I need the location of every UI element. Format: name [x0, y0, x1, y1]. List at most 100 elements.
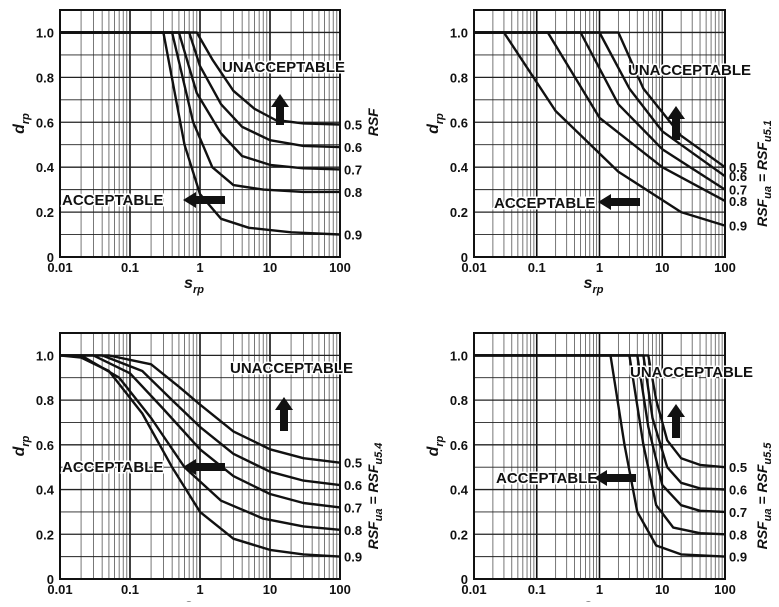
- y-tick-label: 1.0: [450, 348, 468, 363]
- x-tick-label: 1: [196, 260, 203, 275]
- arrow-head-left: [598, 194, 611, 210]
- series-label-0.7: 0.7: [729, 505, 747, 520]
- series-label-0.5: 0.5: [344, 456, 362, 471]
- x-tick-label: 1: [596, 582, 603, 597]
- x-tick-label: 100: [329, 582, 351, 597]
- series-line-0.9: [474, 31, 726, 227]
- rsf-axis-label: RSFua = RSFu5.5: [754, 442, 774, 550]
- unacceptable-label: UNACCEPTABLE: [222, 59, 345, 76]
- series-label-0.7: 0.7: [344, 500, 362, 515]
- acceptable-label: ACCEPTABLE: [62, 192, 163, 209]
- x-tick-label: 10: [655, 260, 669, 275]
- y-tick-label: 0.8: [450, 393, 468, 408]
- series-label-0.6: 0.6: [344, 140, 362, 155]
- y-axis-label: drp: [11, 113, 32, 134]
- x-axis-label: srp: [184, 597, 204, 602]
- y-tick-label: 0.4: [36, 483, 55, 498]
- x-tick-label: 10: [263, 260, 277, 275]
- x-tick-label: 100: [329, 260, 351, 275]
- acceptable-label: ACCEPTABLE: [496, 470, 597, 487]
- series-label-0.5: 0.5: [344, 118, 362, 133]
- arrow-head-left: [183, 459, 196, 475]
- y-tick-label: 0.6: [450, 115, 468, 130]
- y-tick-label: 0.2: [36, 527, 54, 542]
- arrow-head-up: [667, 106, 685, 119]
- arrow-head-left: [594, 470, 607, 486]
- series-label-0.8: 0.8: [344, 523, 362, 538]
- y-tick-label: 0.6: [450, 438, 468, 453]
- series-label-0.9: 0.9: [729, 550, 747, 565]
- x-axis-label: srp: [184, 275, 204, 296]
- series-line-0.7: [60, 354, 341, 509]
- rsf-axis-label: RSFua = RSFu5.1: [754, 120, 774, 227]
- series-line-0.5: [60, 354, 341, 464]
- unacceptable-label: UNACCEPTABLE: [628, 62, 751, 79]
- series-label-0.6: 0.6: [729, 483, 747, 498]
- x-tick-label: 0.1: [528, 260, 546, 275]
- x-tick-label: 0.1: [528, 582, 546, 597]
- arrow-head-left: [183, 192, 196, 208]
- series-label-0.7: 0.7: [729, 183, 747, 198]
- x-tick-label: 10: [263, 582, 277, 597]
- arrow-shaft-left: [195, 196, 225, 204]
- series-label-0.5: 0.5: [729, 460, 747, 475]
- x-tick-label: 10: [655, 582, 669, 597]
- acceptable-label: ACCEPTABLE: [62, 459, 163, 476]
- series-line-0.6: [60, 354, 341, 487]
- series-label-0.8: 0.8: [729, 194, 747, 209]
- x-tick-label: 1: [196, 582, 203, 597]
- plot-frame: [59, 332, 341, 580]
- y-tick-label: 0: [47, 572, 54, 587]
- rsf-axis-label: RSF: [365, 108, 381, 136]
- series-label-0.6: 0.6: [729, 169, 747, 184]
- y-tick-label: 1.0: [450, 25, 468, 40]
- chart-panel-2: 0 0.2 0.4 0.6 0.8 1.0 0.01 0.1 1 10 100 srp drp RSFua…: [425, 9, 774, 296]
- arrow-shaft-up: [672, 416, 680, 438]
- y-tick-label: 0.2: [450, 205, 468, 220]
- y-tick-label: 0.8: [36, 70, 54, 85]
- plot-frame: [59, 9, 341, 258]
- x-tick-label: 1: [596, 260, 603, 275]
- series-line-0.9: [59, 354, 341, 558]
- series-label-0.6: 0.6: [344, 478, 362, 493]
- arrow-shaft-up: [280, 409, 288, 431]
- x-tick-label: 0.01: [461, 260, 486, 275]
- unacceptable-label: UNACCEPTABLE: [230, 360, 353, 377]
- x-tick-label: 0.1: [121, 260, 139, 275]
- series-label-0.9: 0.9: [729, 219, 747, 234]
- y-axis-label: drp: [11, 435, 32, 456]
- plot-frame: [473, 9, 726, 258]
- x-tick-label: 0.1: [121, 582, 139, 597]
- series-label-0.8: 0.8: [344, 185, 362, 200]
- arrow-shaft-up: [672, 118, 680, 140]
- series-line-0.5: [474, 354, 726, 469]
- unacceptable-label: UNACCEPTABLE: [630, 364, 753, 381]
- y-tick-label: 0: [47, 250, 54, 265]
- arrow-shaft-up: [276, 106, 284, 125]
- x-tick-label: 100: [714, 582, 736, 597]
- series-line-0.8: [474, 354, 726, 536]
- y-tick-label: 0.2: [36, 205, 54, 220]
- y-tick-label: 0.4: [450, 483, 469, 498]
- y-tick-label: 0.8: [450, 70, 468, 85]
- series-label-0.8: 0.8: [729, 527, 747, 542]
- x-axis-label: srp: [584, 275, 604, 296]
- y-tick-label: 0.2: [450, 527, 468, 542]
- x-tick-label: 100: [714, 260, 736, 275]
- series-label-0.5: 0.5: [729, 160, 747, 175]
- acceptable-label: ACCEPTABLE: [494, 195, 595, 212]
- arrow-head-up: [271, 94, 289, 107]
- arrow-shaft-left: [195, 463, 225, 471]
- series-label-0.9: 0.9: [344, 228, 362, 243]
- x-tick-label: 0.01: [461, 582, 486, 597]
- y-tick-label: 1.0: [36, 25, 54, 40]
- x-tick-label: 0.01: [47, 260, 72, 275]
- arrow-shaft-left: [606, 474, 636, 482]
- x-axis-label: srp: [584, 597, 604, 602]
- y-tick-label: 0.4: [450, 160, 469, 175]
- y-tick-label: 0.6: [36, 115, 54, 130]
- y-tick-label: 0: [461, 572, 468, 587]
- y-tick-label: 0: [461, 250, 468, 265]
